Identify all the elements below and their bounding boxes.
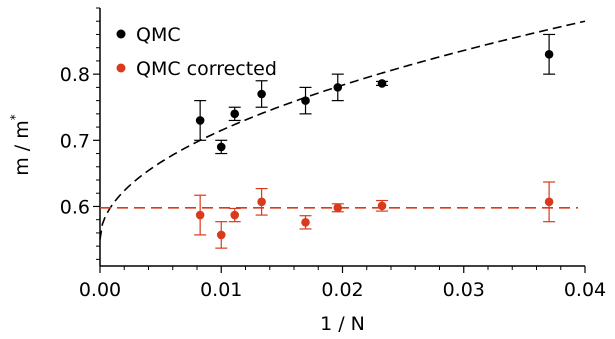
- y-tick-label: 0.6: [60, 196, 90, 218]
- legend-marker-qmc: [116, 29, 126, 39]
- x-tick-label: 0.02: [321, 279, 363, 301]
- x-axis-label: 1 / N: [320, 313, 365, 335]
- legend-label-qmc: QMC: [136, 24, 181, 46]
- fit-line-qmc: [99, 20, 586, 240]
- x-tick-label: 0.04: [564, 279, 606, 301]
- series-qmc-corrected: [194, 181, 556, 249]
- data-point: [377, 79, 387, 88]
- fit-lines: [99, 20, 586, 240]
- data-point: [301, 96, 310, 105]
- legend-label-qmc-corrected: QMC corrected: [136, 58, 277, 80]
- x-tick-label: 0.03: [443, 279, 485, 301]
- data-series: [194, 33, 556, 249]
- data-point: [230, 210, 240, 220]
- data-point: [216, 142, 226, 152]
- y-tick-label: 0.7: [60, 130, 90, 152]
- y-axis-label-text: m / m*: [8, 114, 33, 176]
- x-tick-label: 0.01: [200, 279, 242, 301]
- data-point: [333, 83, 343, 92]
- data-point: [257, 197, 266, 207]
- y-axis-label-main: m / m: [11, 120, 33, 176]
- x-tick-label: 0.00: [79, 279, 121, 301]
- data-point: [195, 116, 205, 125]
- data-point: [257, 89, 266, 99]
- y-axis-label-superscript: *: [8, 114, 22, 120]
- data-point: [544, 50, 554, 59]
- legend-marker-qmc-corrected: [116, 63, 126, 73]
- data-point: [377, 201, 387, 211]
- data-point: [230, 109, 240, 119]
- data-point: [544, 197, 554, 207]
- data-point: [216, 230, 226, 240]
- plot-area: 0.00 0.01 0.02 0.03 0.04 0.6 0.7 0.8: [60, 7, 606, 301]
- legend: QMC QMC corrected: [116, 24, 277, 80]
- y-axis-ticks: 0.6 0.7 0.8: [60, 7, 100, 260]
- data-point: [333, 203, 343, 213]
- y-tick-label: 0.8: [60, 64, 90, 86]
- data-point: [195, 210, 205, 220]
- y-axis-label: m / m*: [8, 114, 33, 176]
- series-qmc: [194, 33, 556, 155]
- data-point: [301, 218, 310, 227]
- x-axis-ticks: 0.00 0.01 0.02 0.03 0.04: [79, 266, 606, 301]
